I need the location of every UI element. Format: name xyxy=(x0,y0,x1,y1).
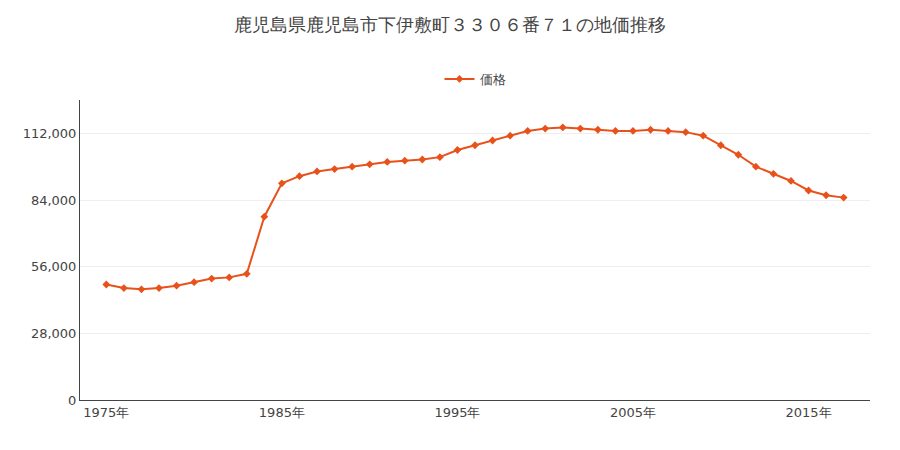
svg-text:0: 0 xyxy=(68,393,76,408)
svg-text:112,000: 112,000 xyxy=(23,126,77,141)
svg-text:1975年: 1975年 xyxy=(83,405,129,420)
svg-text:1985年: 1985年 xyxy=(259,405,305,420)
svg-text:28,000: 28,000 xyxy=(31,326,77,341)
svg-text:2005年: 2005年 xyxy=(610,405,656,420)
svg-text:価格: 価格 xyxy=(480,72,506,87)
svg-text:2015年: 2015年 xyxy=(786,405,832,420)
svg-text:56,000: 56,000 xyxy=(31,259,77,274)
svg-text:1995年: 1995年 xyxy=(434,405,480,420)
svg-text:鹿児島県鹿児島市下伊敷町３３０６番７１の地価推移: 鹿児島県鹿児島市下伊敷町３３０６番７１の地価推移 xyxy=(234,14,666,35)
svg-text:84,000: 84,000 xyxy=(31,193,77,208)
